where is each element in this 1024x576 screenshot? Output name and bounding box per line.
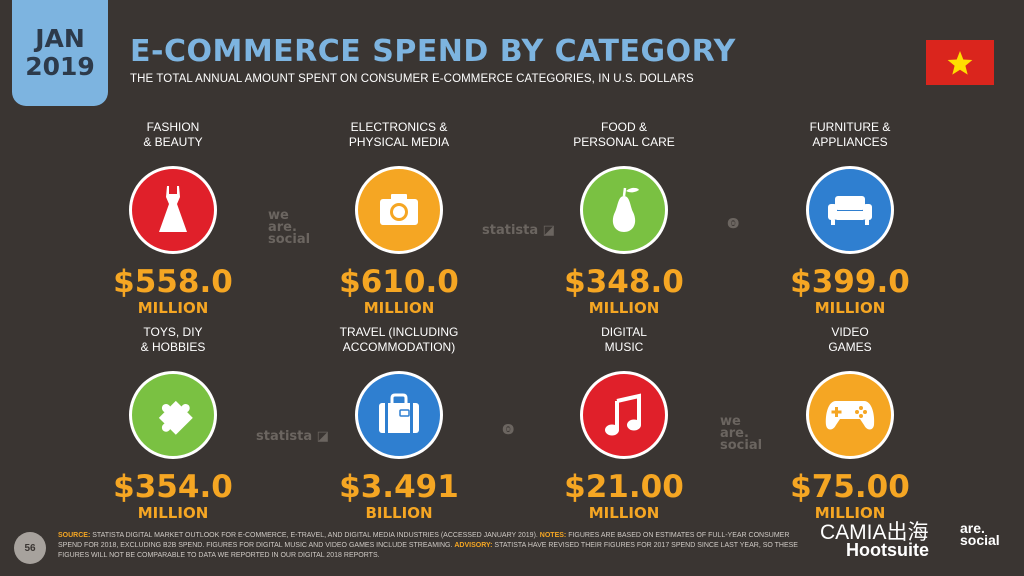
category-food-personal-care: FOOD & PERSONAL CARE $348.0 MILLION (524, 120, 724, 318)
category-unit: MILLION (137, 504, 209, 522)
category-icon-circle (129, 166, 217, 254)
category-value: $399.0 (790, 264, 910, 300)
badge-month: JAN (35, 24, 85, 53)
category-value: $558.0 (113, 264, 233, 300)
category-icon-circle (355, 371, 443, 459)
category-video-games: VIDEO GAMES $75.00 MILLION (750, 325, 950, 523)
footer-source-notes: SOURCE: STATISTA DIGITAL MARKET OUTLOOK … (58, 532, 798, 559)
page-number: 56 (14, 532, 46, 564)
category-unit: MILLION (588, 299, 660, 317)
category-label: TOYS, DIY & HOBBIES (140, 325, 206, 354)
category-label: TRAVEL (INCLUDING ACCOMMODATION) (339, 325, 459, 354)
category-value: $354.0 (113, 469, 233, 505)
category-unit: MILLION (814, 299, 886, 317)
statista-watermark: statista ◪ (482, 223, 555, 238)
owl-watermark-icon: ꙩ (502, 418, 515, 439)
camia-brand-label: CAMIA出海 (820, 521, 929, 544)
suitcase-icon (379, 393, 419, 433)
page-subtitle: THE TOTAL ANNUAL AMOUNT SPENT ON CONSUME… (130, 73, 694, 85)
category-label: VIDEO GAMES (828, 325, 872, 354)
statista-watermark: statista ◪ (256, 429, 329, 444)
owl-watermark-icon: ꙩ (727, 212, 740, 233)
date-badge: JAN 2019 (12, 0, 108, 106)
category-unit: MILLION (137, 299, 209, 317)
category-value: $610.0 (339, 264, 459, 300)
badge-year: 2019 (25, 52, 95, 81)
category-icon-circle (806, 371, 894, 459)
gamepad-icon (825, 401, 875, 430)
category-unit: BILLION (365, 504, 433, 522)
category-icon-circle (355, 166, 443, 254)
camera-icon (380, 194, 418, 225)
category-icon-circle (580, 166, 668, 254)
page-title: E-COMMERCE SPEND BY CATEGORY (130, 34, 736, 69)
category-unit: MILLION (814, 504, 886, 522)
category-label: FOOD & PERSONAL CARE (573, 120, 675, 149)
dress-icon (159, 186, 187, 232)
category-furniture-appliances: FURNITURE & APPLIANCES $399.0 MILLION (750, 120, 950, 318)
vietnam-flag-icon (926, 40, 994, 85)
category-label: FASHION & BEAUTY (143, 120, 203, 149)
music-note-icon (605, 393, 641, 436)
category-value: $21.00 (564, 469, 684, 505)
puzzle-icon (158, 400, 193, 435)
category-fashion-beauty: FASHION & BEAUTY $558.0 MILLION (73, 120, 273, 318)
category-label: FURNITURE & APPLIANCES (809, 120, 891, 149)
flag-star-icon (947, 50, 973, 75)
category-value: $3.491 (339, 469, 459, 505)
category-label: ELECTRONICS & PHYSICAL MEDIA (348, 120, 450, 149)
category-value: $348.0 (564, 264, 684, 300)
we-are-social-logo: are. social (960, 520, 1000, 548)
category-icon-circle (806, 166, 894, 254)
category-toys-diy-hobbies: TOYS, DIY & HOBBIES $354.0 MILLION (73, 325, 273, 523)
category-unit: MILLION (588, 504, 660, 522)
pear-icon (612, 187, 639, 232)
category-digital-music: DIGITAL MUSIC $21.00 MILLION (524, 325, 724, 523)
category-icon-circle (580, 371, 668, 459)
category-value: $75.00 (790, 469, 910, 505)
category-label: DIGITAL MUSIC (601, 325, 647, 354)
we-are-social-watermark: we are. social (720, 414, 763, 453)
category-travel: TRAVEL (INCLUDING ACCOMMODATION) $3.491 … (299, 325, 499, 523)
sofa-icon (828, 196, 872, 225)
category-icon-circle (129, 371, 217, 459)
hootsuite-logo: Hootsuite (846, 540, 929, 560)
we-are-social-watermark: we are. social (268, 208, 311, 247)
category-electronics: ELECTRONICS & PHYSICAL MEDIA $610.0 MILL… (299, 120, 499, 318)
category-unit: MILLION (363, 299, 435, 317)
